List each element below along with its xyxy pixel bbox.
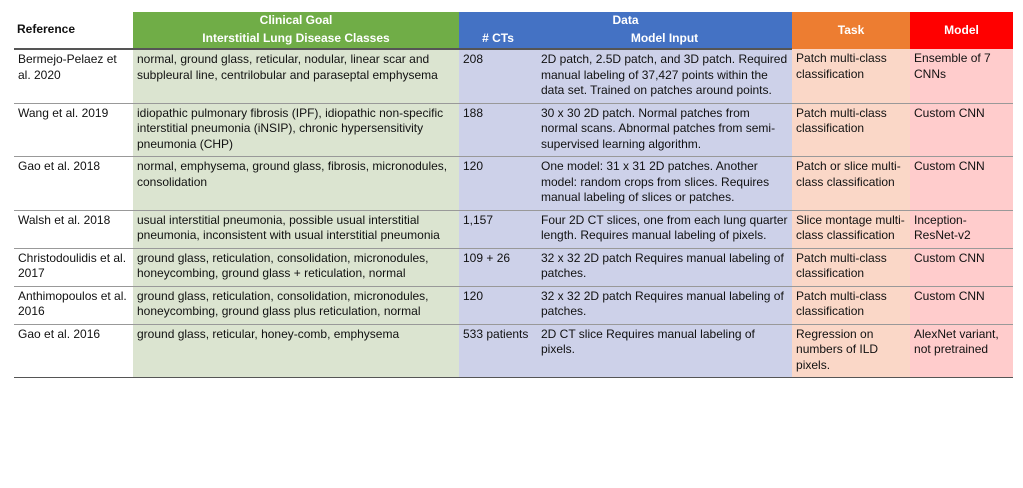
table-cell: ground glass, reticular, honey-comb, emp…: [133, 324, 459, 378]
table-row: Anthimopoulos et al. 2016 ground glass, r…: [14, 286, 1014, 325]
table-cell: 30 x 30 2D patch. Normal patches from no…: [537, 103, 793, 157]
table-cell: Gao et al. 2016: [14, 324, 133, 378]
table-row: Walsh et al. 2018 usual interstitial pneu…: [14, 210, 1014, 249]
table-body: Bermejo-Pelaez et al. 2020 normal, ground…: [14, 49, 1014, 378]
table-cell: Patch multi-class classification: [792, 103, 911, 157]
table-cell: 2D CT slice Requires manual labeling of …: [537, 324, 793, 378]
table-cell: ground glass, reticulation, consolidatio…: [133, 286, 459, 325]
table-cell: One model: 31 x 31 2D patches. Another m…: [537, 156, 793, 211]
table-cell: Four 2D CT slices, one from each lung qu…: [537, 210, 793, 249]
table-cell: idiopathic pulmonary fibrosis (IPF), idi…: [133, 103, 459, 157]
table-cell: Custom CNN: [910, 248, 1014, 287]
table-cell: 208: [459, 49, 537, 104]
table-cell: Bermejo-Pelaez et al. 2020: [14, 49, 133, 104]
table-cell: Regression on numbers of ILD pixels.: [792, 324, 911, 378]
table-cell: 120: [459, 286, 537, 325]
header-cell: Model Input: [537, 30, 793, 50]
table-cell: 533 patients: [459, 324, 537, 378]
table-cell: 1,157: [459, 210, 537, 249]
table-cell: Slice montage multi-class classification: [792, 210, 911, 249]
header-cell: Task: [792, 12, 911, 49]
table-cell: Patch multi-class classification: [792, 49, 911, 104]
header-cell: Clinical Goal: [133, 12, 459, 30]
table-cell: usual interstitial pneumonia, possible u…: [133, 210, 459, 249]
table-row: Gao et al. 2016 ground glass, reticular, …: [14, 324, 1014, 378]
table-cell: 120: [459, 156, 537, 211]
header-cell: Model: [910, 12, 1014, 49]
table-cell: Wang et al. 2019: [14, 103, 133, 157]
table-cell: Custom CNN: [910, 286, 1014, 325]
table-cell: Christodoulidis et al. 2017: [14, 248, 133, 287]
table-cell: Ensemble of 7 CNNs: [910, 49, 1014, 104]
table-cell: Custom CNN: [910, 156, 1014, 211]
table-cell: Patch multi-class classification: [792, 248, 911, 287]
table-cell: 2D patch, 2.5D patch, and 3D patch. Requ…: [537, 49, 793, 104]
table-cell: Inception-ResNet-v2: [910, 210, 1014, 249]
table-cell: normal, emphysema, ground glass, fibrosi…: [133, 156, 459, 211]
table-row: Christodoulidis et al. 2017 ground glass,…: [14, 248, 1014, 287]
table-cell: 109 + 26: [459, 248, 537, 287]
table-cell: ground glass, reticulation, consolidatio…: [133, 248, 459, 287]
table-cell: normal, ground glass, reticular, nodular…: [133, 49, 459, 104]
ild-table: Reference Clinical Goal Data Task Model …: [14, 12, 1014, 378]
header-cell: Data: [459, 12, 793, 30]
table-cell: Walsh et al. 2018: [14, 210, 133, 249]
table-cell: Patch or slice multi-class classificatio…: [792, 156, 911, 211]
table-cell: Patch multi-class classification: [792, 286, 911, 325]
table-row: Gao et al. 2018 normal, emphysema, ground…: [14, 156, 1014, 211]
table-cell: Gao et al. 2018: [14, 156, 133, 211]
table-cell: Custom CNN: [910, 103, 1014, 157]
table-cell: AlexNet variant, not pretrained: [910, 324, 1014, 378]
header-cell: Reference: [14, 12, 133, 50]
header-cell: Interstitial Lung Disease Classes: [133, 30, 459, 50]
table-cell: 32 x 32 2D patch Requires manual labelin…: [537, 248, 793, 287]
table-row: Bermejo-Pelaez et al. 2020 normal, ground…: [14, 49, 1014, 104]
table-cell: 32 x 32 2D patch Requires manual labelin…: [537, 286, 793, 325]
table-cell: Anthimopoulos et al. 2016: [14, 286, 133, 325]
header-cell: # CTs: [459, 30, 537, 50]
table-cell: 188: [459, 103, 537, 157]
table-row: Wang et al. 2019 idiopathic pulmonary fib…: [14, 103, 1014, 157]
